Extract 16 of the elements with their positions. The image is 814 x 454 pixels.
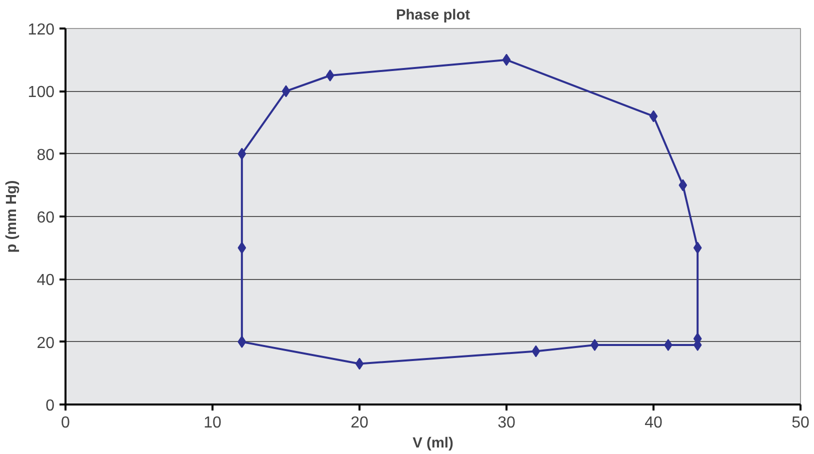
y-tick-label: 120 [28,22,55,38]
x-axis-title: V (ml) [412,436,454,452]
y-tick-label: 0 [46,398,55,414]
x-tick-label: 40 [644,414,662,432]
y-axis-title: p (mm Hg) [4,180,20,253]
x-tick-label: 30 [498,414,516,432]
y-tick-label: 40 [36,272,55,290]
x-tick-label: 10 [204,414,222,432]
chart-title: Phase plot [396,8,470,24]
y-tick-label: 100 [28,84,55,102]
x-tick-label: 20 [350,414,368,432]
y-tick-label: 80 [36,146,55,164]
y-tick-label: 60 [36,210,55,226]
y-tick-label: 20 [36,334,55,352]
x-tick-label: 0 [61,414,70,432]
x-tick-label: 50 [792,414,810,432]
